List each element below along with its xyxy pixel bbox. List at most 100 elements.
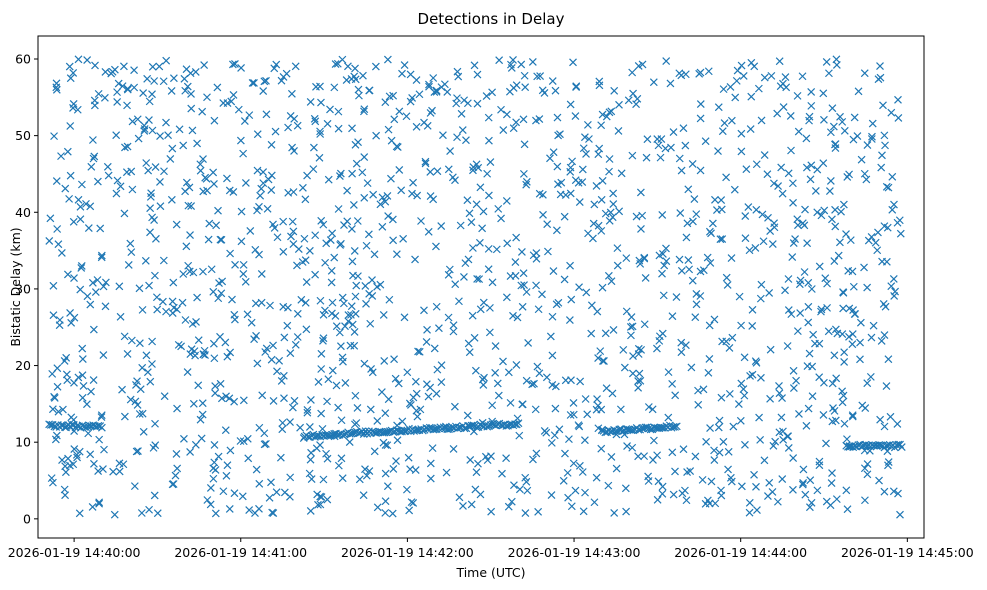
- data-point: [88, 136, 97, 144]
- data-point: [811, 187, 820, 195]
- data-point: [571, 112, 580, 120]
- data-point: [337, 454, 346, 463]
- data-point: [255, 250, 263, 259]
- data-point: [675, 255, 684, 264]
- data-point: [209, 287, 218, 296]
- data-point: [336, 342, 345, 351]
- data-point: [481, 452, 490, 461]
- data-point: [737, 379, 746, 388]
- data-point: [156, 202, 165, 211]
- data-point: [76, 202, 85, 211]
- data-point: [378, 193, 387, 202]
- data-point: [263, 204, 272, 213]
- data-point: [757, 116, 766, 125]
- data-point: [255, 504, 263, 513]
- data-point: [120, 209, 129, 218]
- data-point: [311, 270, 320, 279]
- data-point: [815, 457, 824, 466]
- data-point: [334, 107, 343, 116]
- data-point: [807, 101, 816, 110]
- data-point: [395, 166, 404, 174]
- data-point: [444, 165, 453, 174]
- data-point: [351, 391, 360, 400]
- data-point: [364, 230, 373, 239]
- data-point: [669, 490, 678, 499]
- data-point: [93, 276, 102, 284]
- data-point: [66, 74, 75, 83]
- data-point: [594, 150, 603, 159]
- data-point: [627, 331, 635, 340]
- data-point: [355, 475, 364, 484]
- data-point: [809, 330, 818, 339]
- data-point: [182, 242, 191, 251]
- data-point: [655, 332, 664, 341]
- data-point: [626, 323, 635, 331]
- data-point: [893, 419, 902, 428]
- data-point: [94, 89, 103, 98]
- data-point: [97, 253, 106, 262]
- data-point: [485, 328, 494, 337]
- data-point: [575, 198, 584, 206]
- data-point: [664, 413, 673, 422]
- data-point: [107, 69, 116, 78]
- data-point: [805, 349, 814, 358]
- data-point: [512, 233, 521, 242]
- data-point: [383, 441, 392, 450]
- data-point: [314, 378, 323, 386]
- data-point: [471, 485, 480, 494]
- data-point: [789, 366, 798, 375]
- data-point: [889, 487, 898, 496]
- data-point: [636, 376, 645, 385]
- data-point: [711, 499, 720, 508]
- data-point: [478, 224, 487, 233]
- data-point: [511, 258, 520, 266]
- data-point: [363, 179, 372, 188]
- data-point: [594, 401, 602, 410]
- data-point: [798, 72, 807, 81]
- data-point: [317, 409, 326, 418]
- data-point: [219, 487, 228, 496]
- data-point: [366, 405, 375, 414]
- y-axis: 0 10 20 30 40 50 60: [15, 51, 38, 526]
- data-point: [400, 313, 409, 322]
- data-point: [678, 489, 687, 498]
- data-point: [123, 349, 132, 358]
- data-point: [162, 118, 170, 127]
- data-point: [546, 154, 554, 163]
- data-point: [732, 76, 741, 85]
- data-point: [742, 165, 751, 174]
- data-point: [150, 491, 159, 500]
- data-point: [368, 276, 376, 284]
- data-point: [621, 484, 630, 493]
- data-point: [142, 351, 151, 360]
- data-point: [279, 302, 288, 311]
- data-point: [442, 468, 451, 477]
- data-point: [97, 411, 106, 420]
- data-point: [223, 352, 232, 361]
- data-point: [696, 114, 705, 123]
- data-point: [605, 155, 614, 163]
- y-tick-label: 20: [15, 358, 31, 373]
- data-point: [267, 171, 276, 180]
- data-point: [794, 221, 802, 230]
- data-point: [857, 155, 866, 164]
- data-point: [867, 333, 876, 342]
- data-point: [735, 292, 744, 301]
- data-point: [226, 249, 235, 258]
- data-point: [471, 366, 480, 375]
- data-point: [566, 100, 575, 109]
- data-point: [504, 502, 513, 511]
- data-point: [594, 354, 603, 362]
- data-point: [482, 92, 491, 101]
- data-point: [223, 174, 231, 183]
- data-point: [894, 440, 903, 449]
- data-point: [184, 201, 193, 210]
- data-point: [139, 427, 148, 436]
- data-point: [118, 82, 127, 91]
- data-point: [398, 417, 407, 426]
- data-point: [609, 200, 618, 208]
- data-point: [629, 89, 637, 98]
- data-point: [384, 395, 393, 404]
- data-point: [169, 278, 178, 287]
- data-point: [543, 247, 552, 256]
